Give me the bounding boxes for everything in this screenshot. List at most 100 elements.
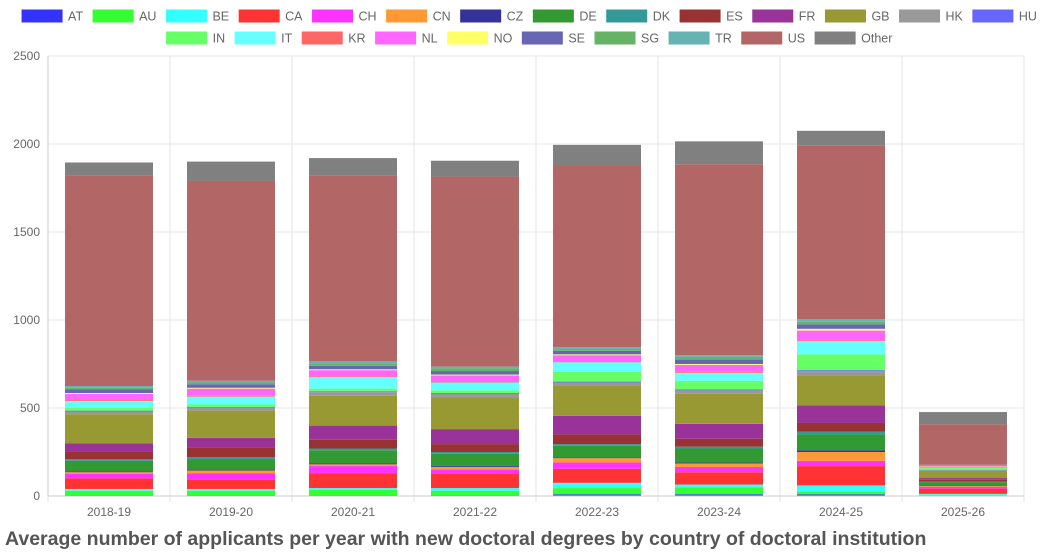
bar-cz-2019-20[interactable] [187, 469, 275, 471]
bar-no-2021-22[interactable] [431, 374, 519, 376]
bar-dk-2018-19[interactable] [65, 459, 153, 461]
bar-ca-2018-19[interactable] [65, 478, 153, 489]
legend-item-us[interactable]: US [741, 31, 805, 46]
bar-no-2023-24[interactable] [675, 364, 763, 365]
bar-be-2024-25[interactable] [797, 485, 885, 492]
bar-ca-2023-24[interactable] [675, 472, 763, 485]
bar-it-2021-22[interactable] [431, 382, 519, 391]
bar-cn-2025-26[interactable] [919, 485, 1007, 487]
bar-in-2024-25[interactable] [797, 354, 885, 371]
bar-us-2023-24[interactable] [675, 164, 763, 356]
bar-no-2025-26[interactable] [919, 465, 1007, 467]
legend-item-other[interactable]: Other [814, 31, 892, 46]
legend-item-hk[interactable]: HK [899, 9, 964, 24]
bar-be-2021-22[interactable] [431, 488, 519, 491]
bar-dk-2023-24[interactable] [675, 446, 763, 449]
bar-cz-2025-26[interactable] [919, 485, 1007, 487]
bar-other-2018-19[interactable] [65, 162, 153, 176]
bar-au-2023-24[interactable] [675, 487, 763, 495]
bar-nl-2025-26[interactable] [919, 466, 1007, 467]
bar-hk-2021-22[interactable] [431, 393, 519, 398]
bar-ch-2025-26[interactable] [919, 486, 1007, 489]
bar-fr-2020-21[interactable] [309, 425, 397, 440]
bar-tr-2025-26[interactable] [919, 464, 1007, 466]
bar-es-2021-22[interactable] [431, 444, 519, 452]
bar-au-2019-20[interactable] [187, 490, 275, 496]
legend-item-in[interactable]: IN [166, 31, 226, 46]
bar-hu-2024-25[interactable] [797, 370, 885, 372]
bar-gb-2024-25[interactable] [797, 375, 885, 406]
bar-au-2022-23[interactable] [553, 488, 641, 495]
bar-es-2022-23[interactable] [553, 434, 641, 445]
bar-hu-2025-26[interactable] [919, 469, 1007, 471]
bar-us-2019-20[interactable] [187, 180, 275, 381]
bar-dk-2020-21[interactable] [309, 448, 397, 451]
bar-other-2023-24[interactable] [675, 141, 763, 165]
bar-no-2018-19[interactable] [65, 393, 153, 394]
bar-au-2024-25[interactable] [797, 491, 885, 495]
bar-au-2018-19[interactable] [65, 490, 153, 496]
bar-cn-2019-20[interactable] [187, 470, 275, 474]
bar-tr-2021-22[interactable] [431, 366, 519, 369]
bar-nl-2022-23[interactable] [553, 355, 641, 362]
bar-it-2023-24[interactable] [675, 372, 763, 381]
bar-hu-2022-23[interactable] [553, 381, 641, 383]
legend-item-au[interactable]: AU [92, 9, 156, 24]
legend-item-sg[interactable]: SG [594, 31, 659, 46]
bar-at-2023-24[interactable] [675, 494, 763, 496]
bar-de-2024-25[interactable] [797, 434, 885, 451]
bar-us-2024-25[interactable] [797, 145, 885, 320]
bar-au-2025-26[interactable] [919, 494, 1007, 496]
bar-es-2018-19[interactable] [65, 451, 153, 460]
legend-item-cn[interactable]: CN [386, 9, 451, 24]
bar-in-2023-24[interactable] [675, 380, 763, 390]
bar-ch-2024-25[interactable] [797, 460, 885, 467]
bar-se-2024-25[interactable] [797, 324, 885, 329]
bar-it-2020-21[interactable] [309, 377, 397, 389]
bar-no-2022-23[interactable] [553, 354, 641, 356]
bar-hk-2019-20[interactable] [187, 408, 275, 411]
bar-sg-2025-26[interactable] [919, 465, 1007, 466]
legend-item-hu[interactable]: HU [972, 9, 1037, 24]
bar-kr-2019-20[interactable] [187, 395, 275, 397]
bar-other-2022-23[interactable] [553, 144, 641, 166]
bar-dk-2021-22[interactable] [431, 452, 519, 454]
bar-sg-2019-20[interactable] [187, 382, 275, 385]
bar-be-2023-24[interactable] [675, 484, 763, 488]
bar-kr-2020-21[interactable] [309, 376, 397, 378]
bar-se-2018-19[interactable] [65, 389, 153, 394]
bar-ch-2023-24[interactable] [675, 466, 763, 473]
bar-cn-2018-19[interactable] [65, 472, 153, 474]
legend-item-kr[interactable]: KR [301, 31, 366, 46]
bar-in-2019-20[interactable] [187, 404, 275, 408]
bar-cn-2020-21[interactable] [309, 464, 397, 467]
legend-item-ca[interactable]: CA [238, 9, 303, 24]
bar-es-2024-25[interactable] [797, 422, 885, 432]
bar-us-2021-22[interactable] [431, 176, 519, 367]
bar-hk-2020-21[interactable] [309, 392, 397, 396]
bar-dk-2019-20[interactable] [187, 457, 275, 460]
bar-de-2022-23[interactable] [553, 445, 641, 458]
bar-cn-2023-24[interactable] [675, 463, 763, 467]
bar-dk-2022-23[interactable] [553, 444, 641, 446]
bar-tr-2024-25[interactable] [797, 319, 885, 322]
bar-be-2022-23[interactable] [553, 482, 641, 489]
bar-fr-2024-25[interactable] [797, 405, 885, 423]
bar-be-2018-19[interactable] [65, 488, 153, 491]
bar-es-2020-21[interactable] [309, 439, 397, 449]
bar-tr-2020-21[interactable] [309, 361, 397, 364]
bar-us-2025-26[interactable] [919, 424, 1007, 465]
legend-item-be[interactable]: BE [165, 9, 229, 24]
bar-gb-2023-24[interactable] [675, 393, 763, 424]
legend-item-ch[interactable]: CH [312, 9, 377, 24]
bar-au-2021-22[interactable] [431, 490, 519, 496]
bar-in-2022-23[interactable] [553, 371, 641, 382]
bar-cz-2020-21[interactable] [309, 463, 397, 465]
bar-de-2025-26[interactable] [919, 482, 1007, 486]
bar-be-2025-26[interactable] [919, 493, 1007, 495]
bar-kr-2023-24[interactable] [675, 371, 763, 373]
bar-cz-2024-25[interactable] [797, 450, 885, 452]
bar-fr-2025-26[interactable] [919, 478, 1007, 480]
bar-gb-2022-23[interactable] [553, 386, 641, 416]
bar-es-2023-24[interactable] [675, 438, 763, 447]
